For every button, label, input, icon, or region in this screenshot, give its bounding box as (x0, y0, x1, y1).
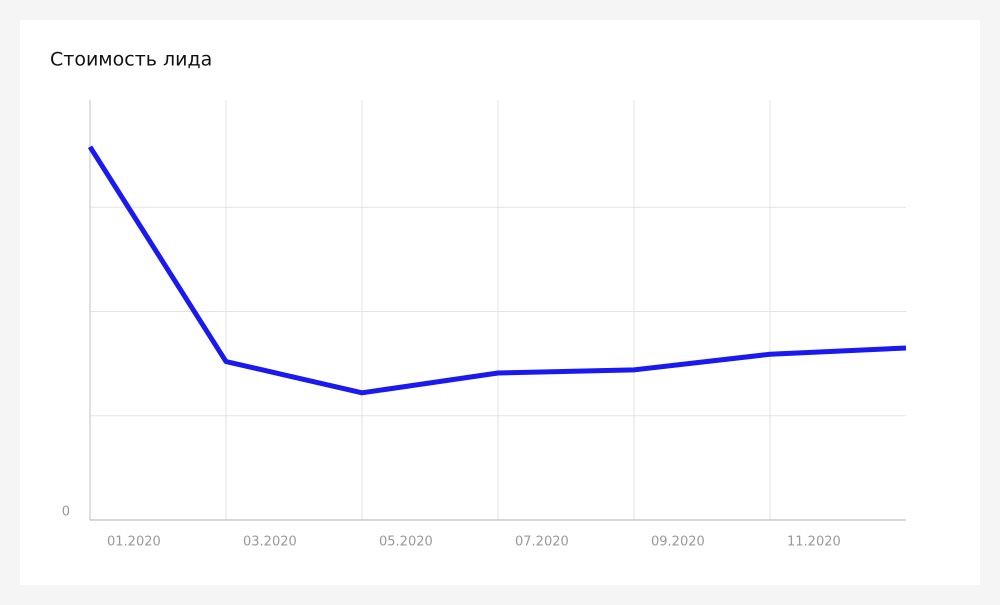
x-tick-label: 07.2020 (515, 535, 569, 550)
chart-title: Стоимость лида (50, 49, 212, 71)
x-tick-label: 05.2020 (379, 535, 433, 550)
x-tick-label: 09.2020 (651, 535, 705, 550)
y-tick-label: 0 (62, 505, 70, 520)
card (20, 20, 980, 585)
x-tick-label: 03.2020 (243, 535, 297, 550)
line-series (87, 145, 907, 396)
x-tick-label: 11.2020 (787, 535, 841, 550)
x-tick-label: 01.2020 (107, 535, 161, 550)
